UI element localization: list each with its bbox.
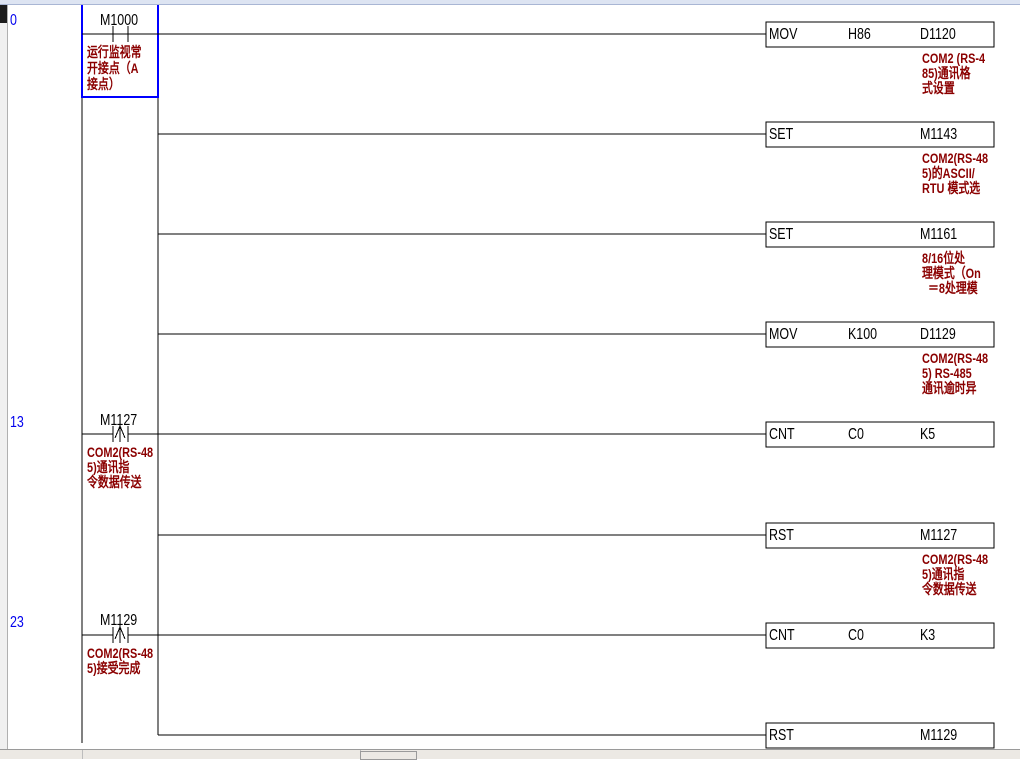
svg-text:MOV: MOV (769, 26, 798, 44)
svg-text:5)通讯指: 5)通讯指 (922, 566, 965, 583)
svg-text:5)的ASCII/: 5)的ASCII/ (922, 165, 975, 182)
svg-text:0: 0 (10, 12, 17, 30)
svg-text:RST: RST (769, 727, 794, 745)
svg-text:13: 13 (10, 414, 24, 432)
svg-text:令数据传送: 令数据传送 (87, 474, 142, 491)
svg-text:COM2(RS-48: COM2(RS-48 (87, 646, 153, 662)
svg-text:K100: K100 (848, 326, 877, 344)
svg-text:RST: RST (769, 527, 794, 545)
svg-text:CNT: CNT (769, 426, 795, 444)
svg-text:K3: K3 (920, 627, 935, 645)
svg-text:85)通讯格: 85)通讯格 (922, 65, 971, 82)
svg-text:8/16位处: 8/16位处 (922, 250, 965, 267)
svg-text:M1161: M1161 (920, 226, 957, 244)
svg-text:令数据传送: 令数据传送 (922, 581, 977, 598)
svg-text:开接点（A: 开接点（A (87, 60, 139, 77)
svg-text:5) RS-485: 5) RS-485 (922, 366, 972, 382)
svg-text:SET: SET (769, 226, 793, 244)
svg-text:M1127: M1127 (920, 527, 957, 545)
svg-text:5)接受完成: 5)接受完成 (87, 660, 141, 677)
svg-text:5)通讯指: 5)通讯指 (87, 459, 130, 476)
svg-text:COM2(RS-48: COM2(RS-48 (922, 351, 988, 367)
svg-text:M1127: M1127 (100, 412, 137, 430)
svg-text:式设置: 式设置 (922, 80, 955, 97)
svg-text:C0: C0 (848, 627, 864, 645)
svg-text:COM2 (RS-4: COM2 (RS-4 (922, 51, 985, 67)
svg-text:23: 23 (10, 614, 24, 632)
svg-text:RTU 模式选: RTU 模式选 (922, 180, 981, 197)
svg-text:D1129: D1129 (920, 326, 956, 344)
svg-text:通讯逾时异: 通讯逾时异 (922, 380, 977, 397)
svg-text:运行监视常: 运行监视常 (87, 44, 142, 61)
svg-text:C0: C0 (848, 426, 864, 444)
svg-text:D1120: D1120 (920, 26, 956, 44)
svg-text:MOV: MOV (769, 326, 798, 344)
svg-text:＝8处理模: ＝8处理模 (928, 280, 978, 297)
svg-text:COM2(RS-48: COM2(RS-48 (922, 151, 988, 167)
svg-text:H86: H86 (848, 26, 871, 44)
svg-text:COM2(RS-48: COM2(RS-48 (922, 552, 988, 568)
svg-text:理模式（On: 理模式（On (922, 265, 981, 282)
svg-text:COM2(RS-48: COM2(RS-48 (87, 445, 153, 461)
svg-text:CNT: CNT (769, 627, 795, 645)
svg-text:SET: SET (769, 126, 793, 144)
svg-text:接点）: 接点） (87, 76, 120, 93)
svg-text:M1129: M1129 (100, 612, 137, 630)
svg-text:M1143: M1143 (920, 126, 957, 144)
svg-text:M1000: M1000 (100, 12, 138, 30)
svg-text:M1129: M1129 (920, 727, 957, 745)
svg-text:K5: K5 (920, 426, 935, 444)
